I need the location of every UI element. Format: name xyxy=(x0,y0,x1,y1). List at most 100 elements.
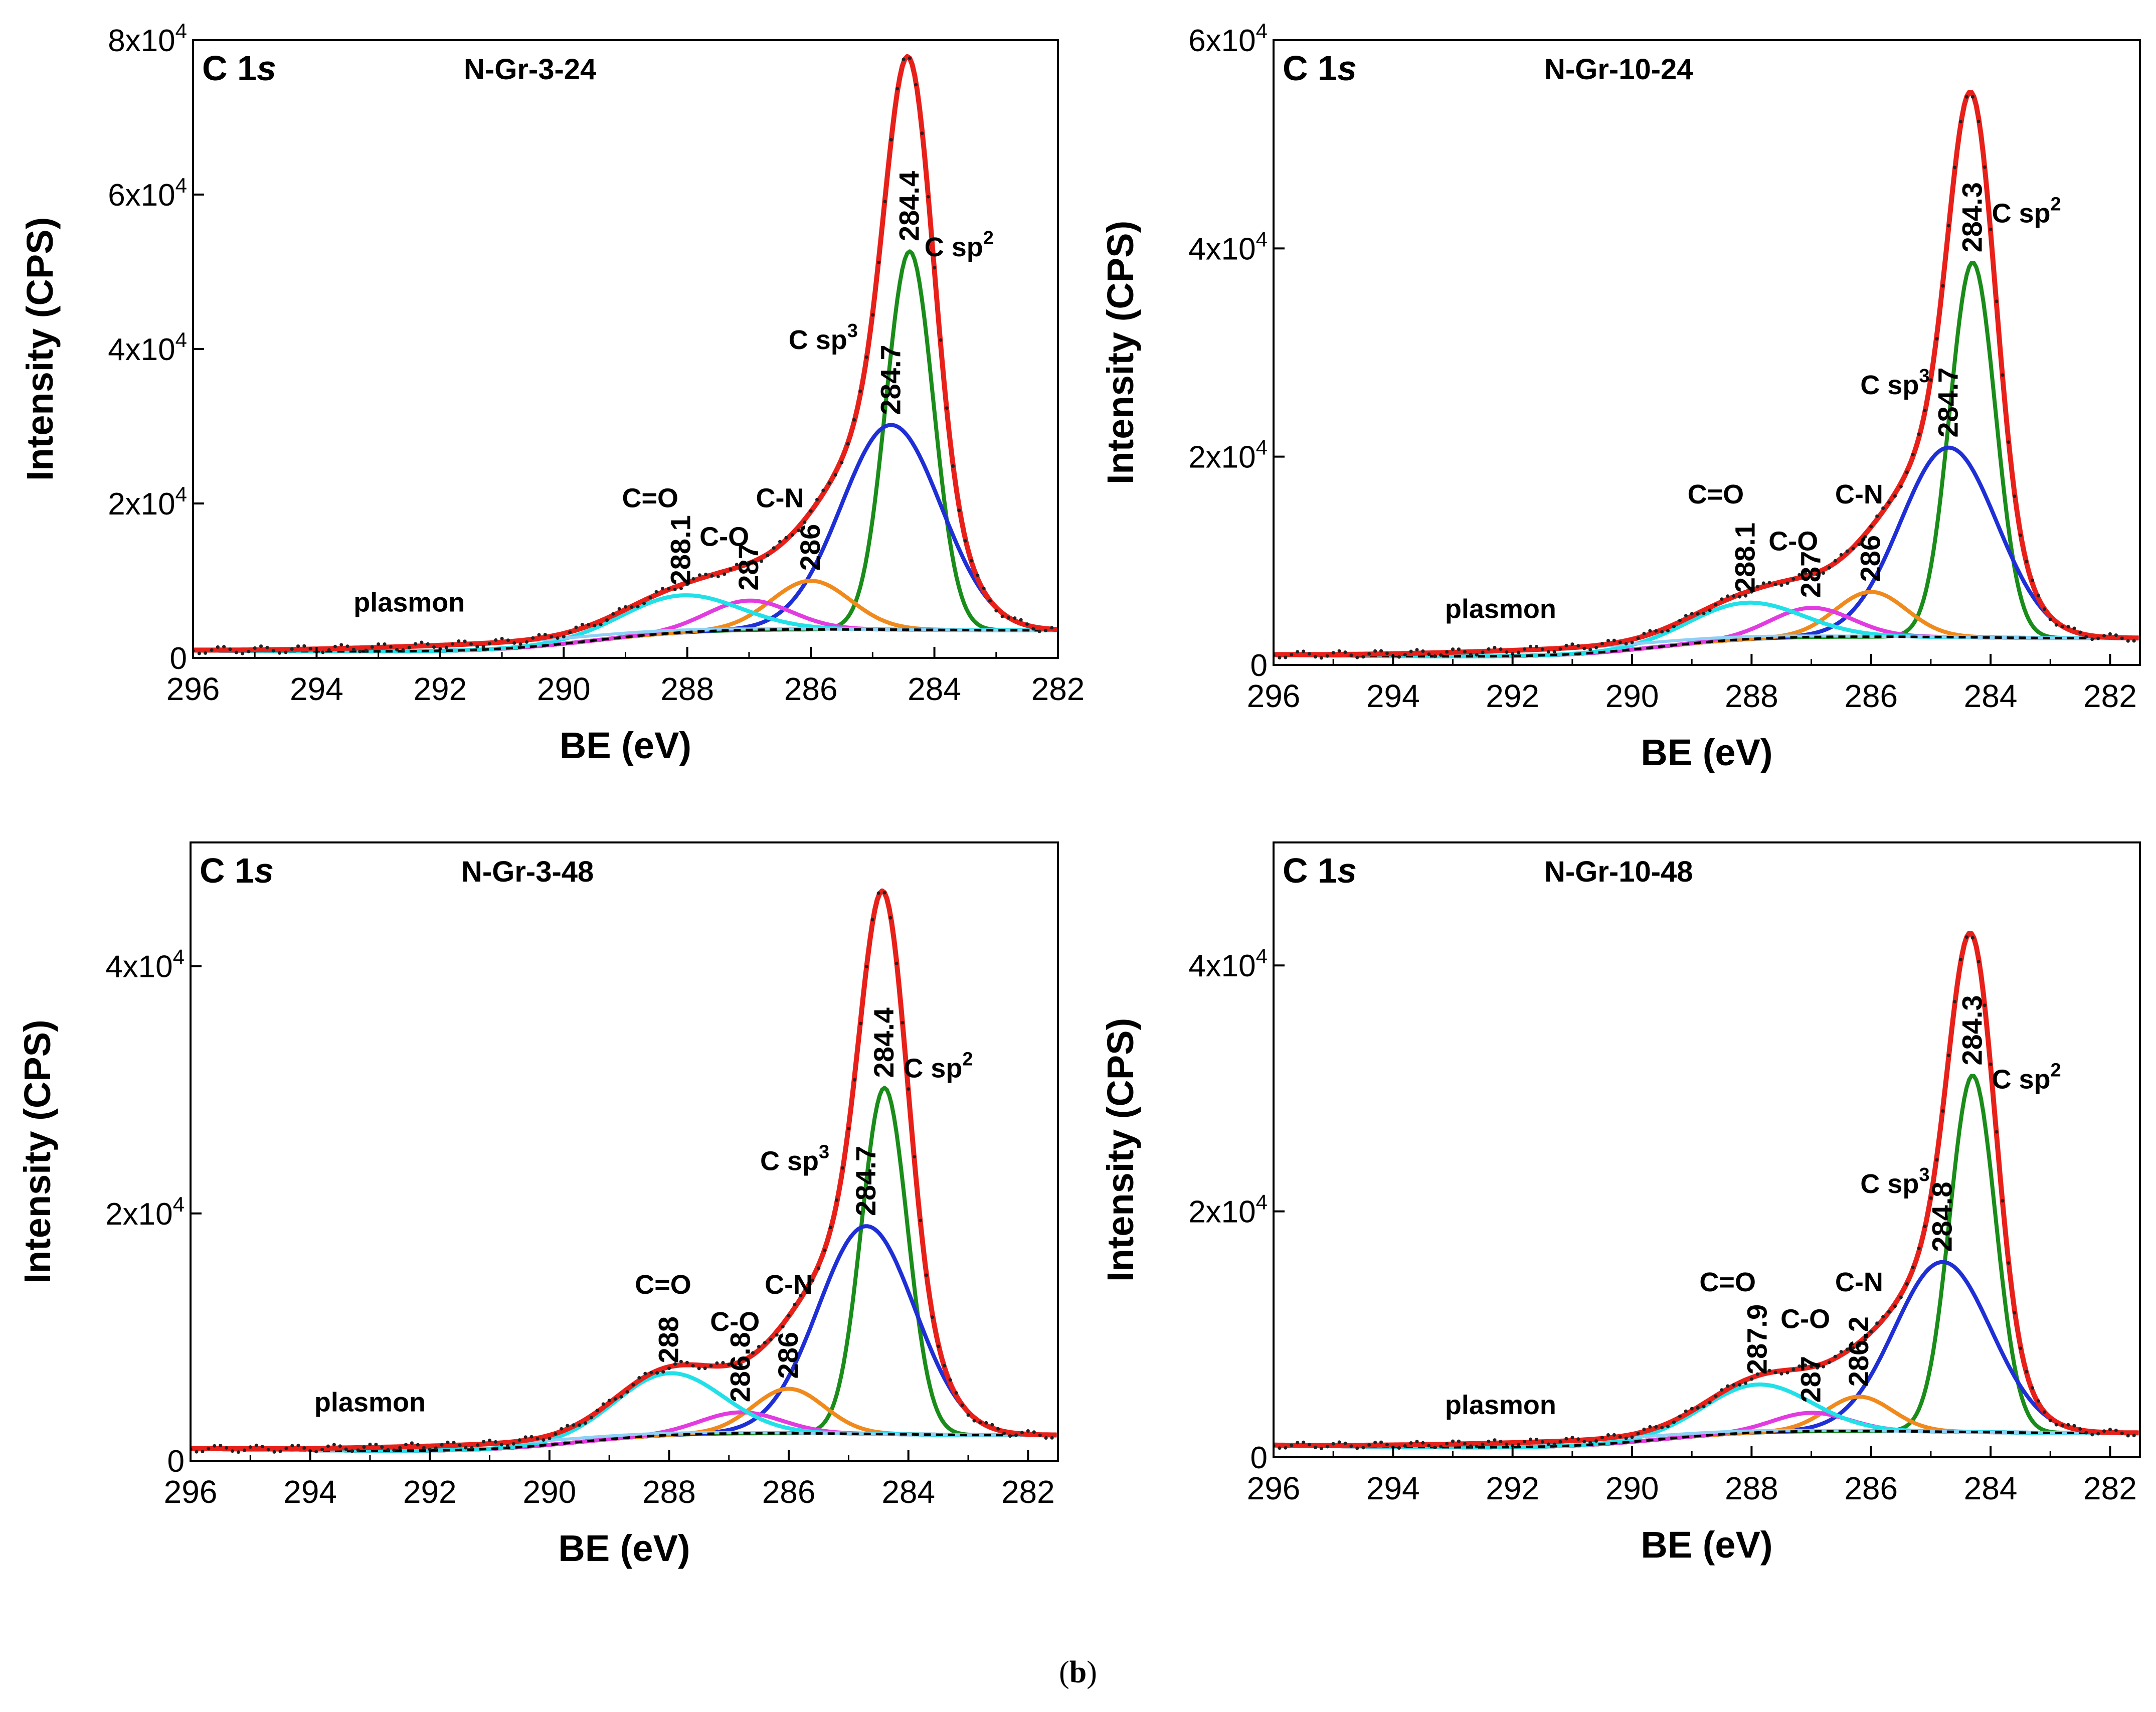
annotation-text: C-O xyxy=(710,1307,760,1337)
y-tick-label: 8x104 xyxy=(108,19,187,58)
component-annotation: C-N xyxy=(765,1270,813,1300)
peak-position-label: 287 xyxy=(733,544,764,590)
annotation-superscript: 2 xyxy=(962,1049,973,1070)
y-axis-label: Intensity (CPS) xyxy=(19,217,61,481)
annotation-text: plasmon xyxy=(1445,594,1556,624)
annotation-text: C sp xyxy=(1992,1064,2050,1094)
x-tick-label: 282 xyxy=(2083,678,2137,714)
core-level-text: C 1 xyxy=(1283,49,1337,88)
y-tick-base: 8x10 xyxy=(108,24,175,58)
core-level-orbital: s xyxy=(254,851,274,890)
x-tick-label: 290 xyxy=(1605,678,1659,714)
component-curve-csp3 xyxy=(1274,445,2139,658)
y-tick-label: 4x104 xyxy=(105,945,185,984)
core-level-label: C 1s xyxy=(1283,49,1357,88)
component-curve-c_eq_o xyxy=(1274,1382,2139,1450)
y-tick-exponent: 4 xyxy=(175,19,187,43)
annotation-text: C sp xyxy=(1860,370,1919,400)
x-tick-label: 292 xyxy=(1486,1470,1539,1506)
y-tick-base: 4x10 xyxy=(108,332,175,367)
x-tick-label: 296 xyxy=(166,671,220,707)
peak-position-label: 287.9 xyxy=(1741,1304,1772,1375)
annotation-text: C=O xyxy=(1688,479,1744,509)
y-tick-exponent: 4 xyxy=(175,174,187,197)
x-tick-label: 296 xyxy=(164,1474,218,1510)
annotation-superscript: 2 xyxy=(983,228,994,249)
peak-position-label: 286.2 xyxy=(1843,1316,1874,1387)
measured-points xyxy=(191,891,1054,1454)
x-tick-label: 294 xyxy=(283,1474,337,1510)
y-tick-label: 6x104 xyxy=(108,174,187,213)
component-annotation: C-O xyxy=(710,1307,760,1337)
annotation-text: C-N xyxy=(1835,479,1883,509)
y-tick-base: 6x10 xyxy=(1188,24,1255,58)
annotation-text: plasmon xyxy=(314,1387,426,1417)
x-tick-label: 284 xyxy=(1964,1470,2018,1506)
component-annotation: C sp3 xyxy=(760,1141,829,1176)
chart-panel-top-left: 296 294 292 290 288 286 284 28202x1044x1046x104… xyxy=(19,19,1085,766)
y-tick-exponent: 4 xyxy=(1256,1190,1268,1214)
component-annotation: plasmon xyxy=(1445,594,1556,624)
component-annotation: plasmon xyxy=(353,588,465,618)
y-tick-exponent: 4 xyxy=(175,328,187,352)
peak-position-label: 284.3 xyxy=(1956,182,1988,252)
y-tick-exponent: 4 xyxy=(1256,436,1268,459)
y-tick-base: 2x10 xyxy=(105,1197,172,1232)
component-annotation: C-N xyxy=(1835,479,1883,509)
component-annotation: C=O xyxy=(1688,479,1744,509)
x-tick-label: 282 xyxy=(2083,1470,2137,1506)
annotation-text: plasmon xyxy=(353,588,465,618)
peak-position-label: 284.7 xyxy=(850,1146,881,1216)
peak-position-label: 287 xyxy=(1795,1356,1827,1403)
core-level-orbital: s xyxy=(1337,49,1357,88)
component-annotation: C-N xyxy=(1835,1267,1883,1297)
x-tick-label: 292 xyxy=(403,1474,457,1510)
annotation-text: C sp xyxy=(1860,1169,1919,1199)
peak-position-label: 286.8 xyxy=(725,1332,756,1402)
plot-area xyxy=(1274,931,2139,1450)
annotation-text: C=O xyxy=(1699,1267,1756,1297)
x-tick-label: 284 xyxy=(1964,678,2018,714)
y-axis-label: Intensity (CPS) xyxy=(17,1019,58,1283)
component-curve-co xyxy=(1274,1411,2139,1450)
x-tick-label: 296 xyxy=(1247,1470,1301,1506)
peak-position-label: 288.1 xyxy=(1729,523,1760,593)
y-tick-base: 4x10 xyxy=(1188,232,1255,266)
x-tick-label: 282 xyxy=(1001,1474,1055,1510)
annotation-superscript: 2 xyxy=(2051,194,2061,215)
plot-frame xyxy=(190,841,1059,1462)
caption-label: b xyxy=(1069,1655,1087,1689)
component-curve-csp2 xyxy=(193,249,1058,653)
plot-frame xyxy=(1273,39,2141,666)
y-tick-label: 0 xyxy=(167,1444,185,1479)
peak-position-label: 284.7 xyxy=(1932,367,1964,437)
peak-position-label: 284.7 xyxy=(874,345,906,415)
y-tick-exponent: 4 xyxy=(175,482,187,506)
y-tick-base: 6x10 xyxy=(108,178,175,213)
x-tick-label: 292 xyxy=(413,671,467,707)
caption-close: ) xyxy=(1087,1655,1097,1689)
x-tick-label: 294 xyxy=(1366,678,1420,714)
component-curve-csp3 xyxy=(193,423,1058,653)
peak-position-label: 284.3 xyxy=(1956,995,1988,1065)
x-tick-label: 292 xyxy=(1486,678,1539,714)
peak-position-label: 287 xyxy=(1795,551,1827,598)
plot-area xyxy=(193,54,1058,655)
x-tick-label: 288 xyxy=(1725,678,1778,714)
component-curve-c_eq_o xyxy=(193,593,1058,653)
component-annotation: C=O xyxy=(635,1270,691,1300)
peak-position-label: 286 xyxy=(794,524,826,571)
component-annotation: C=O xyxy=(1699,1267,1756,1297)
x-tick-label: 286 xyxy=(762,1474,816,1510)
x-tick-label: 284 xyxy=(881,1474,935,1510)
y-axis-label: Intensity (CPS) xyxy=(1100,1018,1141,1282)
component-annotation: C sp3 xyxy=(1860,1164,1929,1199)
x-tick-label: 290 xyxy=(1605,1470,1659,1506)
annotation-text: C-N xyxy=(765,1270,813,1300)
y-tick-exponent: 4 xyxy=(173,1192,185,1216)
component-annotation: C sp3 xyxy=(789,320,858,355)
annotation-text: C-O xyxy=(1768,527,1818,557)
annotation-superscript: 2 xyxy=(2051,1060,2061,1081)
y-tick-label: 0 xyxy=(1250,648,1268,683)
